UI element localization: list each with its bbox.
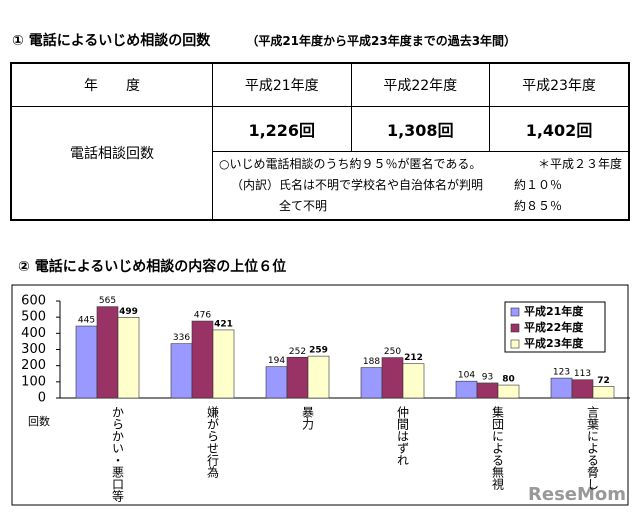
value-label: 188 [363,357,380,367]
header-cell: 平成23年度 [489,62,630,107]
y-axis-label: 回数 [28,415,50,428]
x-tick-label: 嫌がらせ行為 [206,406,220,479]
bar [307,355,330,399]
count-cell: 1,308回 [350,106,491,152]
subtitle: （平成21年度から平成23年度までの過去3年間） [246,34,517,48]
value-label: 476 [194,311,211,321]
bar [381,357,404,399]
y-tick-label: 500 [21,310,46,325]
legend-swatch [510,307,520,317]
value-label: 212 [404,353,423,363]
value-label: 336 [173,333,190,343]
header-cell: 年 度 [10,62,213,107]
title: ① 電話によるいじめ相談の回数 [12,33,211,49]
chart: ② 電話によるいじめ相談の内容の上位６位 回数 ReseMom 01002003… [11,258,630,506]
note: ○いじめ電話相談のうち約９５％が匿名である。 [219,157,482,171]
bar [571,379,594,399]
count-cell: 1,226回 [212,106,352,152]
count-table: 年 度 平成21年度 平成22年度 平成23年度 電話相談回数 1,226回 1… [10,62,630,221]
note: 約１０％ [513,178,562,192]
y-tick-label: 300 [21,342,46,357]
value-label: 250 [384,347,401,357]
bar [550,377,573,399]
notes: ○いじめ電話相談のうち約９５％が匿名である。 ＊平成２３年度 （内訳）氏名は不明で… [212,151,630,221]
value-label: 80 [502,375,515,385]
bar [286,356,309,399]
note-line: ○いじめ電話相談のうち約９５％が匿名である。 ＊平成２３年度 [219,154,622,175]
note: （内訳）氏名は不明で学校名や自治体名が判明 [231,178,484,192]
bar [117,317,140,399]
legend-box [504,301,606,353]
bar [455,380,478,399]
row-label: 電話相談回数 [10,106,213,221]
chart-frame [11,284,629,506]
note: ＊平成２３年度 [537,157,622,171]
header-cell: 平成22年度 [350,62,491,107]
bar [360,367,383,399]
x-tick-label: からかい・悪口等 [111,406,125,502]
value-label: 113 [574,369,591,379]
bar [212,329,235,399]
value-label: 499 [119,307,138,317]
note-line: （内訳）氏名は不明で学校名や自治体名が判明 約１０％ [219,175,622,196]
count-cell: 1,402回 [489,106,630,152]
bar [265,366,288,399]
y-tick-label: 100 [21,374,46,389]
y-tick-label: 200 [21,358,46,373]
bar [75,325,98,399]
watermark: ReseMom [528,484,626,505]
x-tick-label: 言葉による脅し [586,406,600,490]
value-label: 72 [597,376,610,386]
legend-label: 平成22年度 [524,320,584,334]
value-label: 93 [482,372,493,382]
x-tick-label: 仲間はずれ [396,406,410,466]
value-label: 565 [99,296,116,306]
bar [497,384,520,399]
bar [402,363,425,399]
header-cell: 平成21年度 [212,62,352,107]
y-tick-label: 400 [21,326,46,341]
value-label: 194 [268,356,285,366]
value-label: 123 [553,368,570,378]
x-tick-label: 集団による無視 [491,405,505,490]
legend-label: 平成21年度 [524,304,584,318]
bar [191,320,214,399]
bar [170,343,193,399]
bar [592,386,615,399]
value-label: 252 [289,347,306,357]
value-label: 445 [78,316,95,326]
note: 全て不明 [279,199,328,213]
value-label: 259 [309,346,328,356]
note: 約８５％ [513,199,562,213]
y-tick-label: 600 [21,294,46,309]
legend-swatch [510,339,520,349]
x-tick-label: 暴力 [301,406,315,431]
value-label: 104 [458,371,475,381]
note-line: 全て不明 約８５％ [219,196,622,217]
value-label: 421 [214,319,233,329]
bar [96,306,119,399]
y-tick-label: 0 [38,391,46,406]
section-title: ① 電話によるいじめ相談の回数 （平成21年度から平成23年度までの過去3年間） [12,30,516,50]
legend-swatch [510,323,520,333]
bar [476,382,499,399]
chart-title: ② 電話によるいじめ相談の内容の上位６位 [18,258,286,275]
legend-label: 平成23年度 [524,336,584,350]
